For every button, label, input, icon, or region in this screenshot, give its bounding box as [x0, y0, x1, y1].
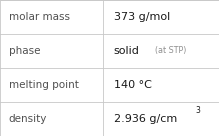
Text: 140 °C: 140 °C	[114, 80, 152, 90]
Text: molar mass: molar mass	[9, 12, 70, 22]
Text: melting point: melting point	[9, 80, 79, 90]
Text: phase: phase	[9, 46, 40, 56]
Text: 373 g/mol: 373 g/mol	[114, 12, 170, 22]
Text: density: density	[9, 114, 47, 124]
Text: 3: 3	[195, 106, 200, 115]
Text: 2.936 g/cm: 2.936 g/cm	[114, 114, 177, 124]
Text: (at STP): (at STP)	[155, 47, 187, 55]
Text: solid: solid	[114, 46, 140, 56]
